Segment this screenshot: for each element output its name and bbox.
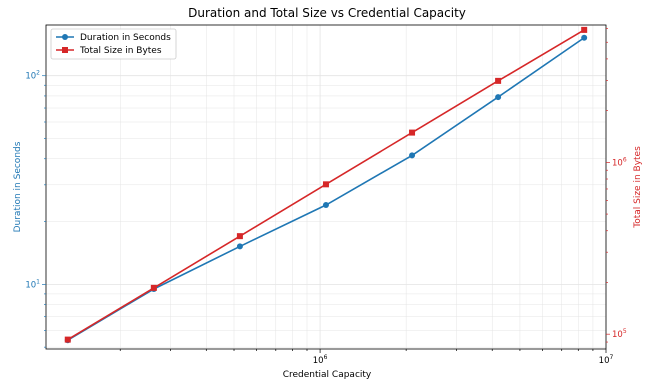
legend-label-size: Total Size in Bytes xyxy=(79,46,162,56)
legend-label-duration: Duration in Seconds xyxy=(80,33,171,43)
data-point xyxy=(581,26,588,33)
y-right-tick-label: 105 xyxy=(612,328,627,340)
data-point xyxy=(495,94,502,101)
y-axis-right-label: Total Size in Bytes xyxy=(633,146,643,229)
data-point xyxy=(236,243,243,250)
axis-ticks: 106 107 101 102 105 106 xyxy=(25,28,627,366)
x-tick-label: 106 xyxy=(313,354,328,366)
y-axis-left-label: Duration in Seconds xyxy=(13,141,23,232)
chart-title: Duration and Total Size vs Credential Ca… xyxy=(188,6,466,20)
y-left-tick-label: 101 xyxy=(25,278,40,290)
data-point xyxy=(322,202,329,209)
data-point xyxy=(236,233,243,240)
legend-marker-duration xyxy=(62,34,68,40)
series-line-0 xyxy=(67,37,585,341)
legend-box xyxy=(50,28,177,60)
legend-marker-size xyxy=(62,47,68,53)
legend: Duration in Seconds Total Size in Bytes xyxy=(50,28,177,60)
series-layer xyxy=(64,26,588,344)
x-axis-label: Credential Capacity xyxy=(283,370,372,380)
data-point xyxy=(64,336,71,343)
x-tick-label: 107 xyxy=(599,354,614,366)
data-point xyxy=(581,34,588,41)
plot-frame xyxy=(45,24,607,350)
data-point xyxy=(150,284,157,291)
y-left-tick-label: 102 xyxy=(25,70,40,82)
data-point xyxy=(409,129,416,136)
data-point xyxy=(409,152,416,159)
y-right-tick-label: 106 xyxy=(612,156,627,168)
data-point xyxy=(495,77,502,84)
data-point xyxy=(322,181,329,188)
